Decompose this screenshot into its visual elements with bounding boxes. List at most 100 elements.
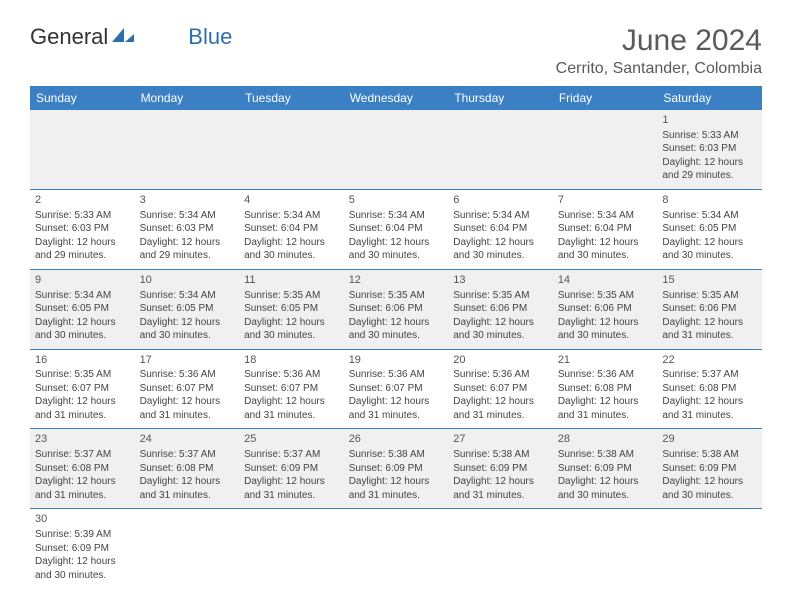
sunset-text: Sunset: 6:06 PM	[558, 302, 653, 316]
day-number: 21	[558, 353, 653, 368]
sunrise-text: Sunrise: 5:37 AM	[244, 448, 339, 462]
sunrise-text: Sunrise: 5:34 AM	[140, 289, 235, 303]
sunset-text: Sunset: 6:09 PM	[453, 462, 548, 476]
calendar-week-row: 23Sunrise: 5:37 AMSunset: 6:08 PMDayligh…	[30, 429, 762, 509]
daylight-text: Daylight: 12 hours and 29 minutes.	[140, 236, 235, 263]
logo-text-2: Blue	[188, 24, 232, 50]
calendar-day-cell: 26Sunrise: 5:38 AMSunset: 6:09 PMDayligh…	[344, 429, 449, 509]
sunrise-text: Sunrise: 5:35 AM	[662, 289, 757, 303]
calendar-day-cell: 20Sunrise: 5:36 AMSunset: 6:07 PMDayligh…	[448, 349, 553, 429]
calendar-day-cell: 13Sunrise: 5:35 AMSunset: 6:06 PMDayligh…	[448, 269, 553, 349]
sunrise-text: Sunrise: 5:38 AM	[453, 448, 548, 462]
day-header: Thursday	[448, 86, 553, 110]
sunset-text: Sunset: 6:09 PM	[558, 462, 653, 476]
sunrise-text: Sunrise: 5:36 AM	[244, 368, 339, 382]
sunrise-text: Sunrise: 5:35 AM	[244, 289, 339, 303]
calendar-day-cell: 2Sunrise: 5:33 AMSunset: 6:03 PMDaylight…	[30, 189, 135, 269]
sunrise-text: Sunrise: 5:36 AM	[349, 368, 444, 382]
calendar-day-cell: 28Sunrise: 5:38 AMSunset: 6:09 PMDayligh…	[553, 429, 658, 509]
day-number: 12	[349, 273, 444, 288]
daylight-text: Daylight: 12 hours and 31 minutes.	[35, 475, 130, 502]
day-number: 6	[453, 193, 548, 208]
sunrise-text: Sunrise: 5:33 AM	[35, 209, 130, 223]
calendar-day-cell: 27Sunrise: 5:38 AMSunset: 6:09 PMDayligh…	[448, 429, 553, 509]
sunset-text: Sunset: 6:08 PM	[662, 382, 757, 396]
sunrise-text: Sunrise: 5:34 AM	[558, 209, 653, 223]
sunrise-text: Sunrise: 5:34 AM	[35, 289, 130, 303]
sunset-text: Sunset: 6:04 PM	[244, 222, 339, 236]
daylight-text: Daylight: 12 hours and 31 minutes.	[662, 395, 757, 422]
calendar-empty-cell	[239, 509, 344, 588]
daylight-text: Daylight: 12 hours and 30 minutes.	[244, 316, 339, 343]
sunrise-text: Sunrise: 5:35 AM	[35, 368, 130, 382]
day-number: 15	[662, 273, 757, 288]
sunrise-text: Sunrise: 5:34 AM	[349, 209, 444, 223]
day-header: Tuesday	[239, 86, 344, 110]
sunrise-text: Sunrise: 5:36 AM	[140, 368, 235, 382]
calendar-week-row: 9Sunrise: 5:34 AMSunset: 6:05 PMDaylight…	[30, 269, 762, 349]
sunset-text: Sunset: 6:06 PM	[349, 302, 444, 316]
daylight-text: Daylight: 12 hours and 31 minutes.	[140, 395, 235, 422]
sunset-text: Sunset: 6:09 PM	[244, 462, 339, 476]
day-number: 14	[558, 273, 653, 288]
sunset-text: Sunset: 6:07 PM	[453, 382, 548, 396]
calendar-table: SundayMondayTuesdayWednesdayThursdayFrid…	[30, 86, 762, 588]
calendar-week-row: 2Sunrise: 5:33 AMSunset: 6:03 PMDaylight…	[30, 189, 762, 269]
daylight-text: Daylight: 12 hours and 29 minutes.	[662, 156, 757, 183]
daylight-text: Daylight: 12 hours and 31 minutes.	[349, 395, 444, 422]
calendar-day-cell: 21Sunrise: 5:36 AMSunset: 6:08 PMDayligh…	[553, 349, 658, 429]
sunset-text: Sunset: 6:05 PM	[35, 302, 130, 316]
day-number: 11	[244, 273, 339, 288]
daylight-text: Daylight: 12 hours and 31 minutes.	[244, 475, 339, 502]
sunrise-text: Sunrise: 5:35 AM	[453, 289, 548, 303]
calendar-week-row: 1Sunrise: 5:33 AMSunset: 6:03 PMDaylight…	[30, 110, 762, 189]
calendar-day-cell: 12Sunrise: 5:35 AMSunset: 6:06 PMDayligh…	[344, 269, 449, 349]
calendar-day-cell: 19Sunrise: 5:36 AMSunset: 6:07 PMDayligh…	[344, 349, 449, 429]
daylight-text: Daylight: 12 hours and 30 minutes.	[558, 236, 653, 263]
daylight-text: Daylight: 12 hours and 29 minutes.	[35, 236, 130, 263]
calendar-empty-cell	[135, 110, 240, 189]
calendar-day-cell: 6Sunrise: 5:34 AMSunset: 6:04 PMDaylight…	[448, 189, 553, 269]
sunrise-text: Sunrise: 5:37 AM	[35, 448, 130, 462]
day-number: 4	[244, 193, 339, 208]
day-number: 2	[35, 193, 130, 208]
daylight-text: Daylight: 12 hours and 30 minutes.	[349, 316, 444, 343]
day-number: 20	[453, 353, 548, 368]
day-number: 27	[453, 432, 548, 447]
day-number: 24	[140, 432, 235, 447]
calendar-day-cell: 23Sunrise: 5:37 AMSunset: 6:08 PMDayligh…	[30, 429, 135, 509]
sunrise-text: Sunrise: 5:33 AM	[662, 129, 757, 143]
sunset-text: Sunset: 6:08 PM	[558, 382, 653, 396]
sunrise-text: Sunrise: 5:35 AM	[558, 289, 653, 303]
calendar-day-cell: 25Sunrise: 5:37 AMSunset: 6:09 PMDayligh…	[239, 429, 344, 509]
daylight-text: Daylight: 12 hours and 31 minutes.	[453, 395, 548, 422]
sunset-text: Sunset: 6:09 PM	[349, 462, 444, 476]
sunrise-text: Sunrise: 5:37 AM	[662, 368, 757, 382]
sunset-text: Sunset: 6:07 PM	[244, 382, 339, 396]
day-number: 13	[453, 273, 548, 288]
sunset-text: Sunset: 6:05 PM	[140, 302, 235, 316]
day-number: 22	[662, 353, 757, 368]
sunset-text: Sunset: 6:07 PM	[349, 382, 444, 396]
calendar-day-cell: 29Sunrise: 5:38 AMSunset: 6:09 PMDayligh…	[657, 429, 762, 509]
sunset-text: Sunset: 6:04 PM	[453, 222, 548, 236]
calendar-empty-cell	[553, 110, 658, 189]
calendar-empty-cell	[657, 509, 762, 588]
daylight-text: Daylight: 12 hours and 30 minutes.	[35, 555, 130, 582]
calendar-day-cell: 8Sunrise: 5:34 AMSunset: 6:05 PMDaylight…	[657, 189, 762, 269]
calendar-week-row: 30Sunrise: 5:39 AMSunset: 6:09 PMDayligh…	[30, 509, 762, 588]
day-number: 28	[558, 432, 653, 447]
sunrise-text: Sunrise: 5:36 AM	[453, 368, 548, 382]
calendar-empty-cell	[553, 509, 658, 588]
calendar-day-cell: 14Sunrise: 5:35 AMSunset: 6:06 PMDayligh…	[553, 269, 658, 349]
day-header: Friday	[553, 86, 658, 110]
calendar-empty-cell	[344, 509, 449, 588]
day-number: 17	[140, 353, 235, 368]
daylight-text: Daylight: 12 hours and 31 minutes.	[453, 475, 548, 502]
day-number: 30	[35, 512, 130, 527]
sunrise-text: Sunrise: 5:36 AM	[558, 368, 653, 382]
day-number: 1	[662, 113, 757, 128]
calendar-page: GeneralBlue June 2024 Cerrito, Santander…	[0, 0, 792, 612]
daylight-text: Daylight: 12 hours and 30 minutes.	[453, 316, 548, 343]
daylight-text: Daylight: 12 hours and 30 minutes.	[453, 236, 548, 263]
